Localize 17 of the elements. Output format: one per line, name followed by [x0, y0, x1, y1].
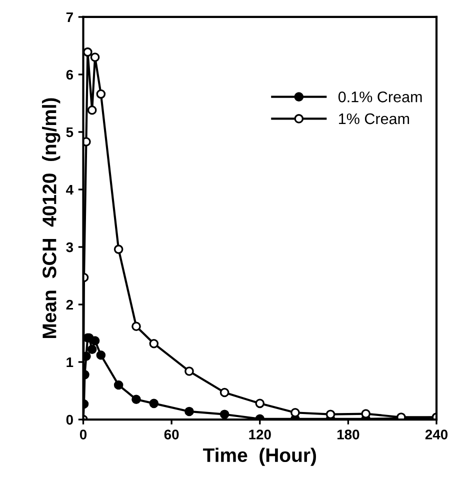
y-tick-label: 6 [66, 70, 74, 80]
y-tick-label: 5 [66, 127, 74, 138]
x-tick-label: 60 [164, 430, 179, 440]
legend-label: 1% Cream [339, 113, 410, 124]
legend-label: 0.1% Cream [338, 92, 422, 102]
x-tick-label: 240 [425, 430, 448, 440]
y-tick-label: 3 [66, 242, 74, 252]
y-tick-label: 4 [66, 184, 74, 195]
y-tick-label: 0 [66, 414, 73, 425]
y-tick-label: 2 [66, 300, 73, 310]
y-tick-label: 7 [66, 12, 73, 22]
y-axis-title: Mean SCH 40120 (ng/ml) [42, 98, 60, 338]
y-tick-label: 1 [66, 357, 74, 368]
x-tick-label: 180 [337, 430, 360, 440]
x-axis-title: Time (Hour) [203, 448, 316, 466]
x-tick-label: 120 [249, 430, 271, 440]
x-tick-label: 0 [80, 430, 87, 440]
